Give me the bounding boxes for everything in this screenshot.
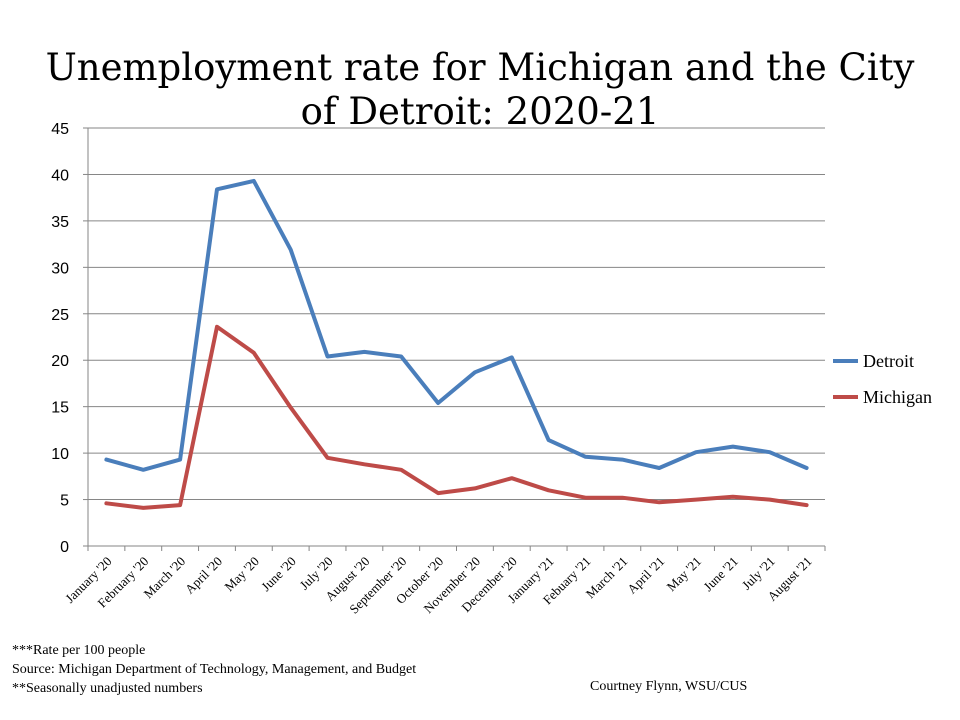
series-line-michigan bbox=[104, 324, 809, 510]
x-tick-label: April '20 bbox=[182, 554, 225, 597]
y-tick-label: 20 bbox=[51, 353, 69, 370]
y-tick-label: 25 bbox=[51, 307, 69, 324]
x-tick-label: June '21 bbox=[700, 554, 741, 595]
footnote-seasonal: **Seasonally unadjusted numbers bbox=[12, 681, 203, 696]
y-tick-label: 30 bbox=[51, 260, 69, 277]
x-tick-label: May '21 bbox=[664, 554, 705, 595]
series-lines bbox=[104, 178, 809, 510]
legend: Detroit Michigan bbox=[833, 351, 932, 407]
y-tick-label: 10 bbox=[51, 446, 69, 463]
y-tick-label: 5 bbox=[60, 493, 69, 510]
legend-label-michigan: Michigan bbox=[863, 387, 932, 407]
y-tick-label: 15 bbox=[51, 400, 69, 417]
y-axis-ticks: 0 5 10 15 20 25 30 35 40 45 bbox=[51, 121, 88, 556]
y-tick-label: 45 bbox=[51, 121, 69, 138]
y-tick-label: 35 bbox=[51, 214, 69, 231]
x-tick-label: April '21 bbox=[624, 554, 667, 597]
author-credit: Courtney Flynn, WSU/CUS bbox=[590, 679, 748, 694]
y-tick-label: 0 bbox=[60, 539, 69, 556]
legend-label-detroit: Detroit bbox=[863, 351, 914, 371]
chart-title: Unemployment rate for Michigan and the C… bbox=[45, 46, 915, 133]
series-line-detroit bbox=[104, 178, 809, 472]
x-tick-label: June '20 bbox=[258, 554, 299, 595]
x-tick-label: May '20 bbox=[221, 554, 262, 595]
footnote-source: Source: Michigan Department of Technolog… bbox=[12, 662, 417, 677]
footnotes: ***Rate per 100 people Source: Michigan … bbox=[12, 641, 416, 698]
footnote-rate: ***Rate per 100 people bbox=[12, 643, 146, 658]
y-tick-label: 40 bbox=[51, 167, 69, 184]
